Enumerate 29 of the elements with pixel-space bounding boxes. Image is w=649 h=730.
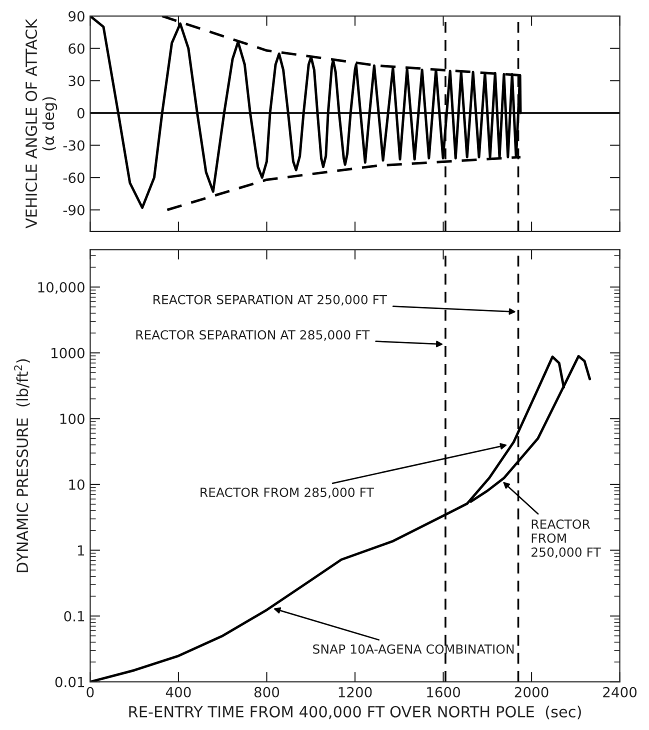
x-axis-title: RE-ENTRY TIME FROM 400,000 FT OVER NORTH POLE (sec) — [129, 706, 581, 720]
y-tick-label: -90 — [63, 204, 84, 216]
y-tick-label: 60 — [68, 43, 84, 54]
y-axis-title: DYNAMIC PRESSURE (lb/ft$^{2}$) — [14, 359, 30, 572]
y-tick-label: 10,000 — [38, 282, 84, 294]
x-tick-label: 1200 — [338, 686, 372, 698]
x-tick-label: 1600 — [427, 686, 460, 698]
annotation: REACTOR FROM 285,000 FT — [200, 488, 374, 498]
annotation: SNAP 10A-AGENA COMBINATION — [313, 644, 514, 654]
x-tick-label: 0 — [86, 686, 94, 698]
x-tick-label: 2000 — [514, 686, 548, 698]
y-tick-label: 1 — [78, 545, 84, 556]
y-tick-label: 0 — [77, 108, 84, 118]
y-tick-label: 30 — [68, 76, 84, 86]
y-tick-label: 100 — [60, 414, 84, 424]
annotation: REACTOR SEPARATION AT 250,000 FT — [154, 294, 387, 306]
y-tick-label: 0.1 — [64, 610, 84, 622]
y-tick-label: 90 — [68, 11, 84, 22]
y-tick-label: 1000 — [52, 348, 84, 358]
y-tick-label: 10 — [69, 479, 84, 490]
annotation: REACTOR FROM 250,000 FT — [532, 519, 601, 558]
x-tick-label: 400 — [166, 686, 191, 698]
y-tick-label: -60 — [63, 172, 84, 184]
x-tick-label: 2400 — [603, 686, 637, 698]
annotation: REACTOR SEPARATION AT 285,000 FT — [136, 330, 370, 341]
y-tick-label: 0.01 — [55, 676, 84, 688]
x-tick-label: 800 — [254, 686, 280, 698]
y-tick-label: -30 — [63, 140, 84, 151]
y-axis-title: VEHICLE ANGLE OF ATTACK (α deg) — [25, 18, 58, 228]
